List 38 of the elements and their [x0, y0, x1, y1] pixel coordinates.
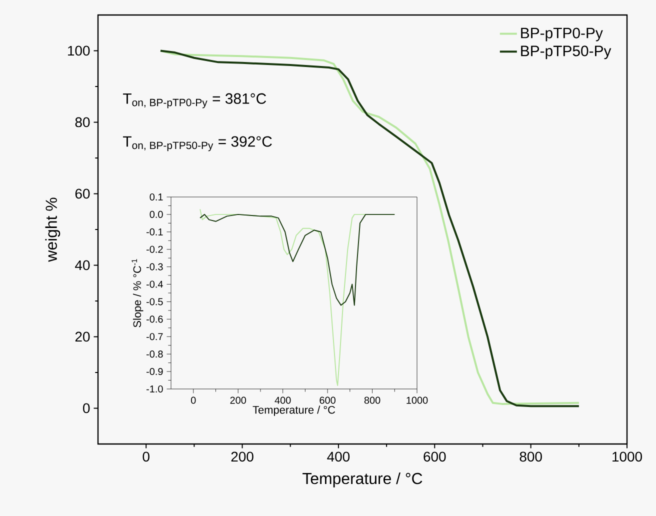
- x-tick-label: 200: [230, 396, 246, 404]
- y-tick-label: 0: [83, 403, 90, 414]
- y-axis-title: Slope / % °C$^{-1}$: [132, 259, 144, 328]
- legend-label: BP-pTP50-Py: [521, 46, 612, 60]
- line-series: [200, 214, 396, 306]
- y-tick-label: -0.8: [146, 350, 163, 358]
- y-tick-label: -1.0: [146, 385, 163, 393]
- y-tick-label: -0.4: [146, 280, 163, 288]
- y-tick-label: -0.2: [146, 246, 163, 253]
- x-tick-label: 0: [190, 396, 196, 404]
- y-tick-label: 60: [75, 188, 90, 199]
- y-tick-label: -0.3: [146, 263, 163, 270]
- y-tick-label: -0.1: [146, 228, 163, 236]
- y-tick-label: 80: [75, 117, 90, 128]
- legend-label: BP-pTP0-Py: [521, 28, 603, 42]
- x-tick-label: 600: [320, 396, 336, 404]
- x-tick-label: 200: [231, 452, 254, 462]
- x-tick-label: 1000: [612, 452, 642, 462]
- y-tick-label: 100: [68, 46, 90, 56]
- x-tick-label: 600: [424, 452, 446, 462]
- x-tick-label: 800: [364, 396, 380, 404]
- y-tick-label: 40: [75, 260, 90, 270]
- y-tick-label: 0.0: [150, 210, 163, 218]
- y-tick-label: 20: [75, 332, 90, 342]
- y-axis-title: weight %: [45, 198, 60, 262]
- x-axis-title: Temperature / °C: [302, 472, 422, 488]
- x-axis-title: Temperature / °C: [252, 406, 336, 416]
- y-tick-label: -0.6: [146, 316, 163, 323]
- y-tick-label: -0.7: [146, 333, 163, 340]
- annotation: $\text{T}_{\text{on, BP-pTP50-Py}}\text{ = 392°C}$: [123, 136, 272, 152]
- x-tick-label: 400: [327, 452, 350, 462]
- x-tick-label: 800: [520, 452, 542, 462]
- annotation: $\text{T}_{\text{on, BP-pTP0-Py}}\text{ = 381°C}$: [123, 93, 266, 108]
- y-tick-label: -0.5: [146, 298, 163, 306]
- x-tick-label: 1000: [406, 396, 428, 404]
- x-tick-label: 400: [274, 396, 291, 404]
- y-tick-label: 0.1: [150, 193, 163, 201]
- y-tick-label: -0.9: [146, 368, 163, 376]
